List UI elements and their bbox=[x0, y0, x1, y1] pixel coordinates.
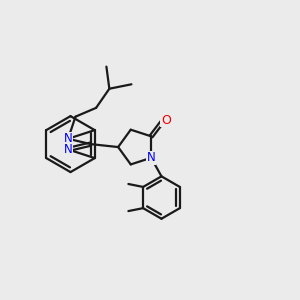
Text: N: N bbox=[64, 132, 73, 145]
Text: N: N bbox=[147, 151, 155, 164]
Text: O: O bbox=[161, 114, 171, 127]
Text: N: N bbox=[64, 143, 73, 156]
